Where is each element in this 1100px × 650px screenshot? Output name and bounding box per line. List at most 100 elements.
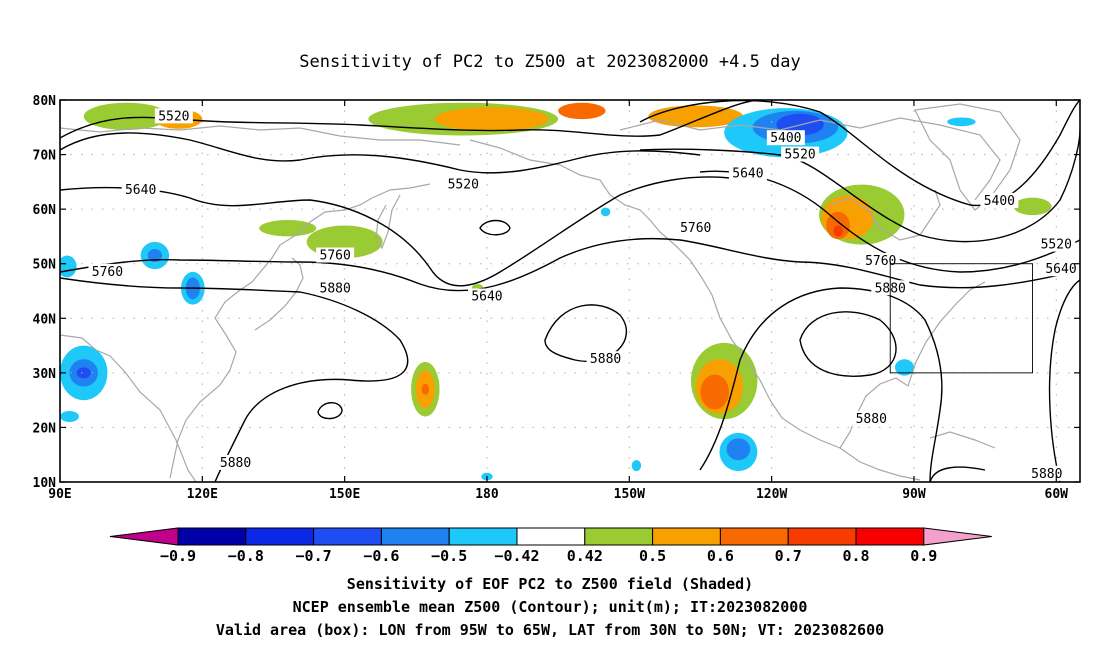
tick-label-lat-20N: 20N [33,421,57,436]
contour-label-0: 5520 [158,109,189,124]
sensitivity-patch-14 [700,374,729,410]
sensitivity-patch-19 [1013,197,1052,216]
contour-5880-small-closed [317,402,343,420]
sensitivity-patch-3 [434,107,549,132]
contour-label-bg-18 [1042,261,1081,277]
colorbar: −0.9 −0.8 −0.7 −0.6 −0.5 −0.42 0.42 0.5 0.6 0.7 0.… [109,527,992,565]
contour-5760-east [799,261,1080,289]
sensitivity-patch-11 [421,383,430,395]
contour-label-bg-3 [444,176,483,192]
colorbar-box-1 [245,527,315,546]
contour-5520-west [60,132,701,174]
sensitivity-patch-23 [947,117,976,127]
contour-label-2: 5760 [92,265,123,280]
tick-label-lon-150W: 150W [614,487,645,502]
contour-label-bg-5 [316,280,355,296]
coastline-kamchatka [375,194,401,250]
tick-label-lon-60W: 60W [1045,487,1069,502]
colorbar-box-0 [177,527,247,546]
sensitivity-patch-17 [826,211,850,240]
contour-5520-east [639,129,1080,243]
coastline-central-america [839,447,921,481]
tick-label-lat-10N: 10N [33,476,57,491]
gridlines [60,100,1080,482]
sensitivity-patch-25 [147,248,163,263]
sensitivity-patch-5 [558,102,606,120]
colorbar-label-9: 0.7 [775,547,802,565]
contour-label-1: 5640 [125,183,156,198]
contour-label-bg-2 [88,263,127,279]
figure-title: Sensitivity of PC2 to Z500 at 2023082000… [299,52,801,72]
contour-label-bg-11 [766,130,805,146]
contour-labels: 5520 5640 5760 5520 5760 5880 5640 5880 5880 5760… [88,108,1081,482]
contour-label-11: 5400 [770,131,801,146]
z500-contours [60,100,1080,482]
contour-label-16: 5400 [984,194,1015,209]
contour-label-5: 5880 [320,281,351,296]
colorbar-box-7 [652,527,721,546]
caption-line-1: Sensitivity of EOF PC2 to Z500 field (Sh… [347,575,753,593]
contour-label-bg-9 [676,220,715,236]
tick-label-lon-90E: 90E [48,487,71,502]
colorbar-label-1: −0.8 [228,547,264,565]
colorbar-box-5 [516,527,586,546]
contour-label-12: 5520 [784,148,815,163]
contour-5880-west [60,277,409,482]
contour-5880-caribbean [929,466,986,482]
colorbar-box-2 [313,527,382,546]
contour-label-bg-6 [467,288,506,304]
tick-label-lon-150E: 150E [329,487,360,502]
colorbar-label-11: 0.9 [910,547,937,565]
sensitivity-patch-0 [83,102,170,131]
contour-5760-west [60,237,801,292]
colorbar-label-4: −0.5 [431,547,467,565]
contour-label-9: 5760 [680,221,711,236]
contour-label-15: 5880 [856,412,887,427]
colorbar-label-10: 0.8 [842,547,869,565]
contour-label-8: 5880 [590,352,621,367]
contour-label-bg-12 [781,146,820,162]
contour-label-7: 5880 [220,456,251,471]
contour-label-19: 5880 [1031,467,1062,482]
colorbar-end-low [109,527,179,546]
colorbar-box-6 [584,527,654,546]
colorbar-end-high [923,527,992,546]
tick-label-lon-120E: 120E [187,487,218,502]
tick-label-lat-80N: 80N [33,94,57,109]
contour-label-bg-17 [1037,236,1076,252]
colorbar-label-2: −0.7 [296,547,332,565]
colorbar-label-6: 0.42 [567,547,603,565]
colorbar-label-5: −0.42 [494,547,539,565]
coastline-asia-east [60,183,431,482]
tick-label-lon-120W: 120W [756,487,787,502]
caption-line-3: Valid area (box): LON from 95W to 65W, L… [216,621,884,639]
caption-line-2: NCEP ensemble mean Z500 (Contour); unit(… [293,598,808,616]
sensitivity-patch-35 [726,438,751,461]
tick-label-lat-50N: 50N [33,258,57,273]
colorbar-label-7: 0.5 [639,547,666,565]
contour-label-10: 5640 [732,167,763,182]
contour-label-bg-16 [980,192,1019,208]
coastline-arctic-canada [619,117,1001,201]
contour-label-bg-0 [154,108,193,124]
contour-5880-pacific-closed [544,304,627,363]
coastline-alaska [469,139,661,233]
tick-label-lat-70N: 70N [33,149,57,164]
colorbar-label-8: 0.6 [707,547,734,565]
colorbar-label-3: −0.6 [363,547,399,565]
contour-label-6: 5640 [471,289,502,304]
colorbar-box-9 [787,527,857,546]
colorbar-box-8 [719,527,789,546]
tick-label-lat-60N: 60N [33,203,57,218]
tick-label-lon-180: 180 [475,487,499,502]
contour-label-18: 5640 [1045,262,1076,277]
tick-label-lat-30N: 30N [33,367,57,382]
contour-label-17: 5520 [1041,238,1072,253]
sensitivity-patch-31 [76,367,91,379]
contour-label-bg-7 [216,454,255,470]
tick-label-lat-40N: 40N [33,312,57,327]
contour-label-3: 5520 [448,178,479,193]
valid-area-box [889,263,1034,374]
coastline-arctic-asia [60,125,461,146]
